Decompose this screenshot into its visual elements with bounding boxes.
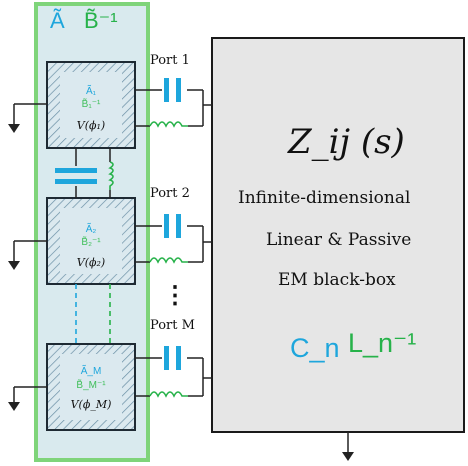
port-1-label: Port 1 <box>150 53 190 68</box>
port-m-wires <box>135 357 212 397</box>
ground-left-2 <box>13 240 47 263</box>
block-m-a-label: Ã_M <box>80 366 102 377</box>
block-1-v-label: V(ϕ₁) <box>76 119 106 132</box>
block-2-a-label: Ã₂ <box>85 224 97 235</box>
block-2-b-label: B̃₂⁻¹ <box>81 237 101 248</box>
coupling-wires-12 <box>75 148 111 198</box>
port-2-label: Port 2 <box>150 186 190 201</box>
port-m-inductor <box>149 391 188 398</box>
header-b-tilde-inv: B̃⁻¹ <box>84 8 118 33</box>
port-2-inductor <box>149 257 188 264</box>
port-m-label: Port M <box>150 318 195 333</box>
ground-left-1-arrow <box>8 124 20 133</box>
port-ellipsis: ⋮ <box>163 280 187 309</box>
port-1-wires <box>135 89 212 127</box>
port-1-capacitor <box>164 78 181 102</box>
block-m-v-label: V(ϕ_M) <box>70 398 112 411</box>
block-2-inner <box>60 208 122 274</box>
blackbox-ground-arrow <box>342 452 354 461</box>
block-1-b-label: B̃₁⁻¹ <box>81 99 101 110</box>
ground-left-2-arrow <box>8 261 20 270</box>
blackbox-c-label: C_n <box>290 333 340 363</box>
ground-left-m <box>13 386 47 404</box>
blackbox-l-label: L_n⁻¹ <box>348 328 417 358</box>
port-1-inductor <box>149 121 188 128</box>
block-m-inner <box>60 354 122 420</box>
ground-left-m-arrow <box>8 402 20 411</box>
blackbox-line-1: Infinite-dimensional <box>238 188 411 208</box>
block-1-inner <box>60 72 122 138</box>
blackbox-line-2: Linear & Passive <box>266 230 412 250</box>
em-black-box <box>211 37 465 433</box>
block-m-b-label: B̃_M⁻¹ <box>76 380 106 391</box>
block-2-v-label: V(ϕ₂) <box>76 256 106 269</box>
blackbox-title: Z_ij (s) <box>288 122 405 162</box>
port-2-wires <box>135 225 212 263</box>
ground-left-1 <box>13 103 47 126</box>
port-m-capacitor <box>164 346 181 370</box>
header-a-tilde: Ã <box>50 8 65 33</box>
coupling-inductor-12 <box>108 161 114 190</box>
block-1-a-label: Ã₁ <box>85 86 97 97</box>
blackbox-line-3: EM black-box <box>278 270 396 290</box>
port-2-capacitor <box>164 214 181 238</box>
coupling-capacitor-12 <box>55 168 97 184</box>
